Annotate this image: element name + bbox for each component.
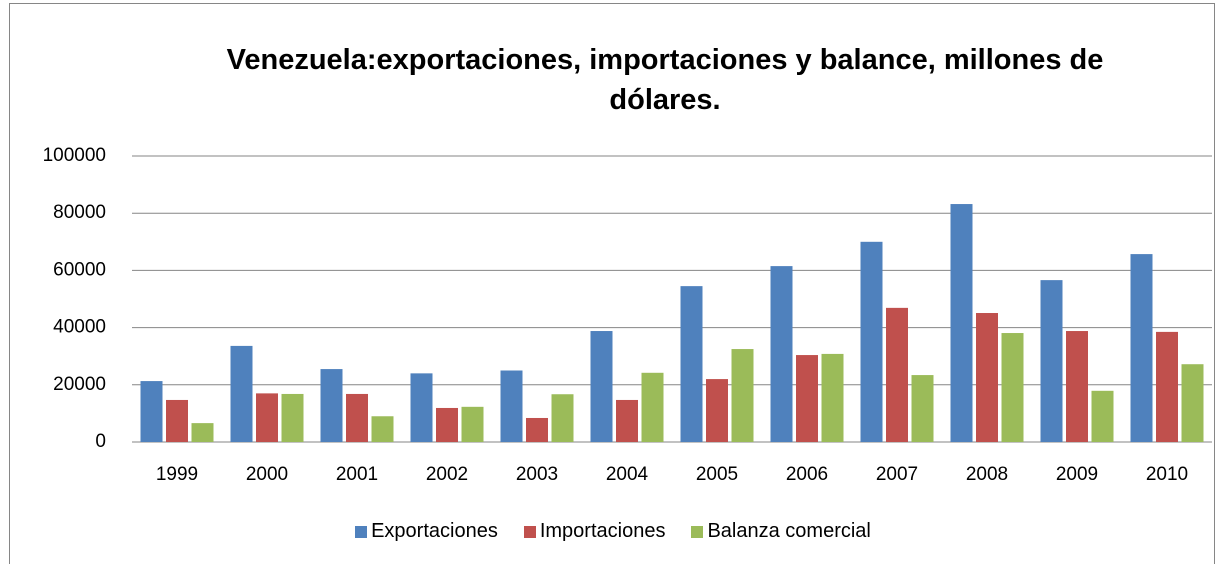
bar — [680, 286, 703, 442]
x-tick-label: 2003 — [516, 464, 558, 485]
chart-frame — [9, 3, 1215, 564]
bar — [346, 393, 368, 442]
x-tick-label: 1999 — [156, 464, 198, 485]
bar — [281, 393, 304, 442]
bar — [140, 381, 163, 442]
bar — [796, 355, 818, 442]
bar — [1181, 364, 1204, 442]
bar — [770, 266, 793, 442]
x-tick-label: 2001 — [336, 464, 378, 485]
x-tick-label: 2009 — [1056, 464, 1098, 485]
bar — [1156, 331, 1178, 442]
bar — [320, 369, 343, 442]
bar — [191, 423, 214, 442]
y-tick-label: 60000 — [53, 259, 106, 280]
x-tick-label: 2000 — [246, 464, 288, 485]
x-tick-label: 2010 — [1146, 464, 1188, 485]
bar — [911, 375, 934, 442]
bar — [1130, 254, 1153, 442]
bar — [461, 406, 484, 442]
bar — [590, 331, 613, 442]
bar — [1066, 331, 1088, 442]
bar — [976, 313, 998, 442]
legend: Exportaciones Importaciones Balanza comerc… — [0, 520, 1226, 543]
legend-item: Balanza comercial — [691, 520, 871, 543]
bar — [551, 394, 574, 442]
bar — [256, 393, 278, 442]
bar — [821, 353, 844, 442]
bar — [1001, 333, 1024, 442]
bar — [886, 307, 908, 442]
y-tick-label: 0 — [95, 431, 106, 452]
x-tick-label: 2005 — [696, 464, 738, 485]
bar — [860, 241, 883, 442]
x-tick-label: 2006 — [786, 464, 828, 485]
bar — [706, 379, 728, 442]
bar — [731, 349, 754, 442]
y-tick-label: 80000 — [53, 202, 106, 223]
bar — [526, 417, 548, 442]
legend-swatch — [523, 525, 536, 538]
chart-title: Venezuela:exportaciones, importaciones y… — [226, 44, 1104, 116]
y-tick-label: 20000 — [53, 374, 106, 395]
bar — [436, 407, 458, 442]
x-tick-label: 2004 — [606, 464, 649, 485]
bar — [230, 345, 253, 442]
legend-item: Importaciones — [523, 520, 666, 543]
x-tick-label: 2002 — [426, 464, 468, 485]
legend-label: Exportaciones — [371, 520, 498, 542]
legend-swatch — [355, 525, 368, 538]
legend-item: Exportaciones — [355, 520, 498, 543]
legend-swatch — [691, 525, 704, 538]
bar — [410, 373, 433, 442]
bar — [166, 399, 188, 442]
x-tick-label: 2007 — [876, 464, 918, 485]
bar — [1091, 390, 1114, 442]
bar — [500, 370, 523, 442]
bar — [950, 204, 973, 442]
bar — [641, 372, 664, 442]
y-tick-label: 100000 — [43, 145, 106, 166]
legend-label: Balanza comercial — [707, 520, 871, 542]
bar — [616, 399, 638, 442]
legend-label: Importaciones — [539, 520, 666, 542]
bar — [371, 416, 394, 442]
bar — [1040, 280, 1063, 442]
y-tick-label: 40000 — [53, 317, 106, 338]
x-tick-label: 2008 — [966, 464, 1008, 485]
